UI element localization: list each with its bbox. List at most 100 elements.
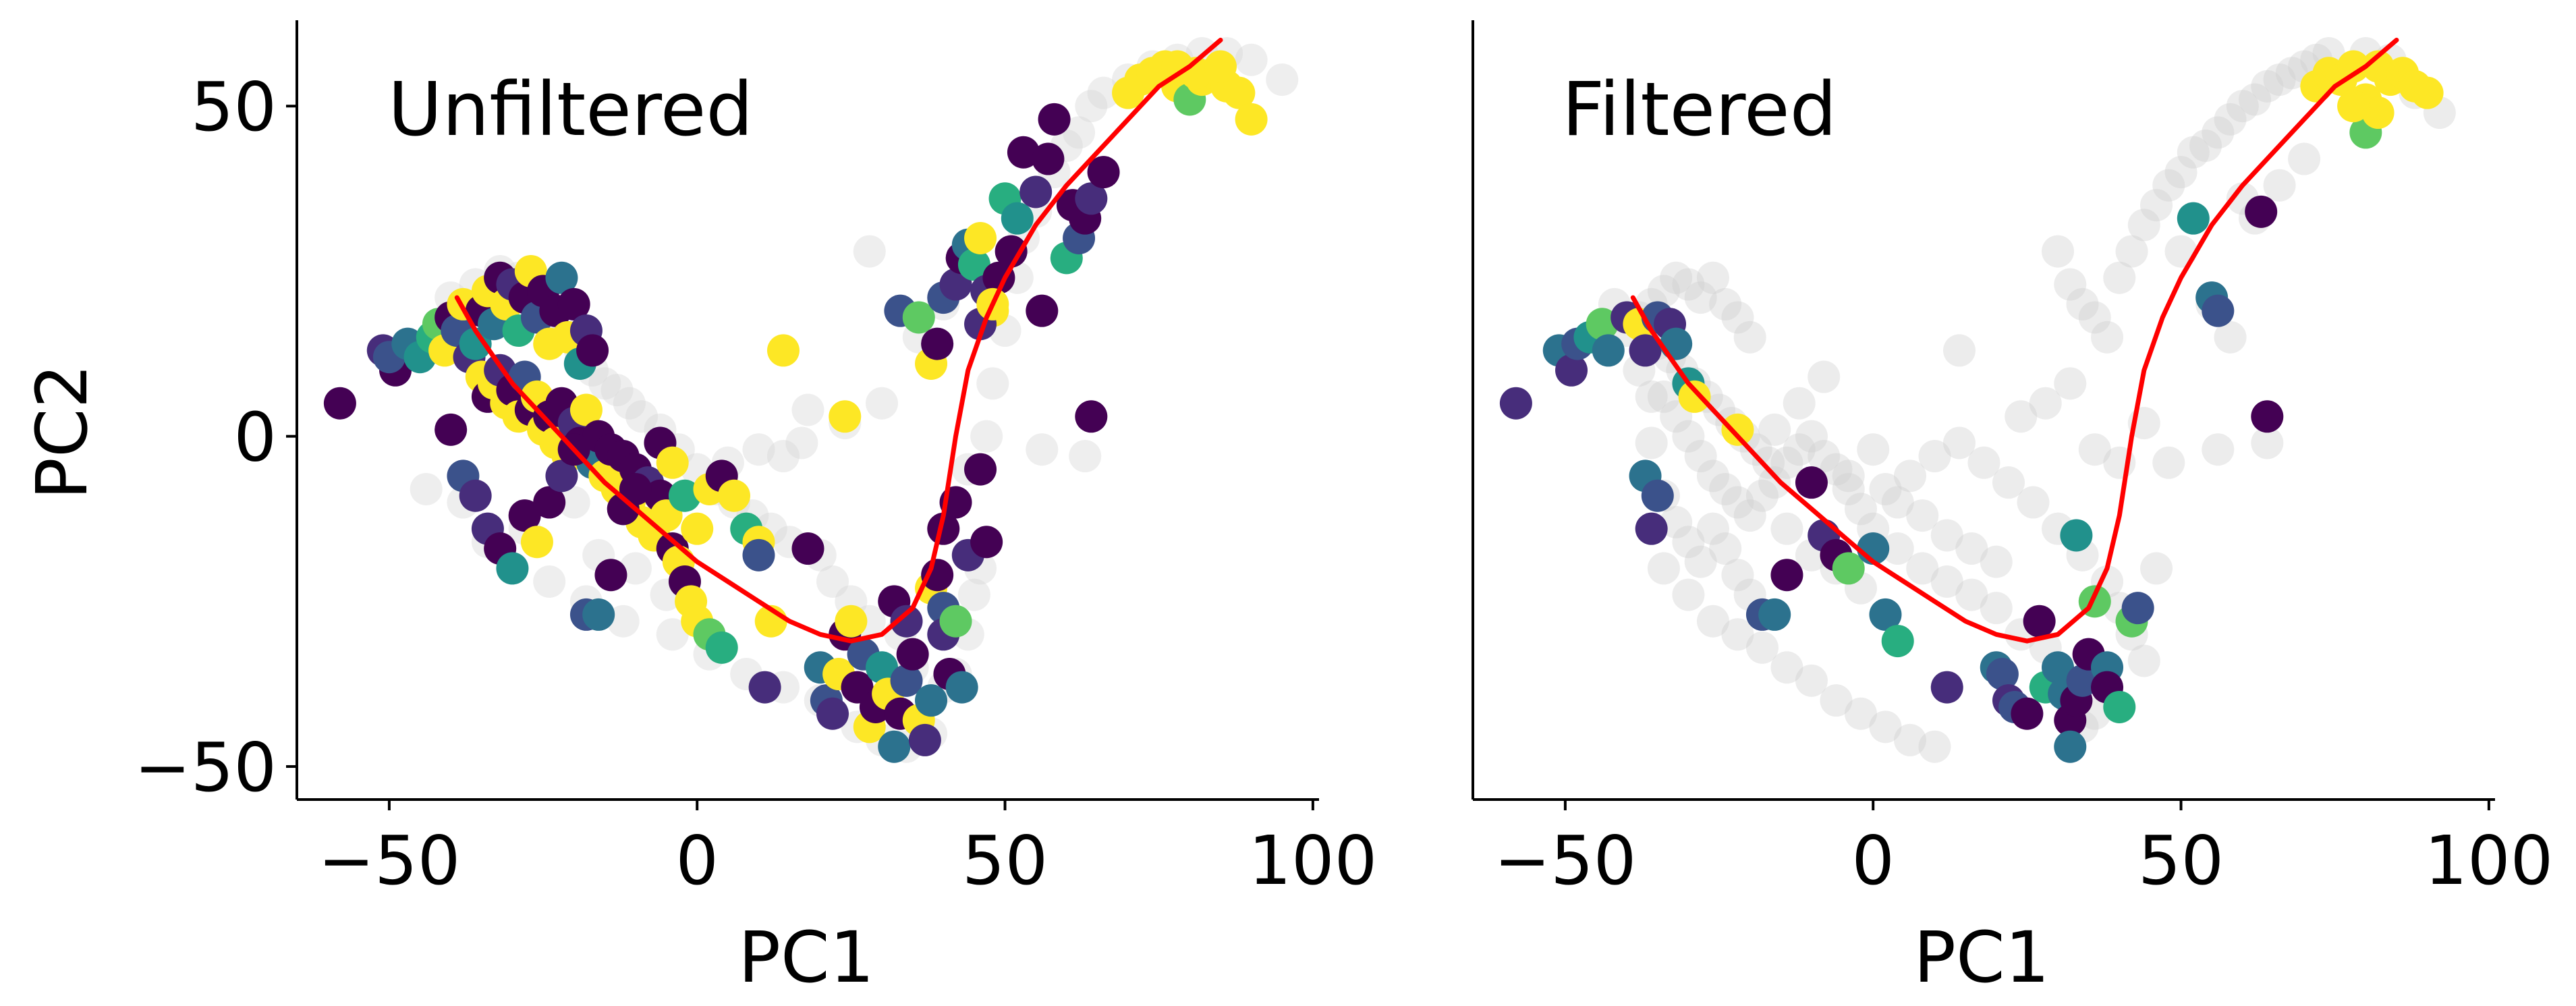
background-point (533, 565, 566, 598)
data-point (557, 287, 590, 320)
data-point (1832, 552, 1865, 585)
data-point (1204, 50, 1237, 83)
colored-points-layer (323, 50, 1268, 763)
background-point (2140, 189, 2173, 222)
background-point (2251, 69, 2284, 103)
background-point (1709, 287, 1742, 320)
background-point (2029, 387, 2062, 420)
data-point (1758, 598, 1791, 631)
background-point (1235, 43, 1268, 76)
data-point (816, 697, 849, 730)
x-tick-label: 100 (2424, 821, 2553, 900)
x-axis-label: PC1 (1913, 916, 2050, 999)
data-point (1930, 671, 1963, 704)
background-point (1808, 360, 1841, 393)
principal-curve (454, 37, 1223, 644)
background-point (1647, 552, 1680, 585)
data-point (1001, 202, 1034, 235)
data-point (717, 479, 750, 512)
data-point (1075, 400, 1108, 433)
background-point (2103, 261, 2136, 294)
data-point (1592, 334, 1625, 367)
background-point (2214, 320, 2247, 354)
data-point (908, 723, 941, 756)
background-point (1820, 453, 1853, 486)
x-tick-label: 0 (1851, 821, 1895, 900)
y-tick-label: 50 (191, 67, 277, 146)
background-point (1635, 380, 1668, 413)
background-point (557, 486, 590, 519)
background-point (1733, 320, 1766, 354)
colored-points-layer (1499, 50, 2444, 763)
background-point (2127, 644, 2160, 677)
data-point (995, 235, 1028, 268)
background-point (2054, 367, 2087, 400)
background-point (2263, 63, 2296, 96)
background-point (1832, 472, 1865, 505)
background-point (1684, 545, 1717, 578)
data-point (2103, 690, 2136, 723)
background-point (1696, 459, 1729, 493)
background-point (1918, 440, 1951, 473)
panel-filtered: −50 0 50 100 Filtered PC1 (1472, 20, 2553, 999)
background-point (853, 235, 886, 268)
data-point (2042, 651, 2075, 684)
background-point (1770, 446, 1803, 479)
data-point (957, 248, 990, 281)
background-point (588, 367, 621, 400)
background-point (2115, 235, 2148, 268)
background-point (625, 400, 659, 433)
data-point (2011, 697, 2044, 730)
data-point (970, 526, 1003, 559)
background-point (607, 605, 640, 638)
background-point (1647, 380, 1680, 413)
x-tick-label: 0 (675, 821, 719, 900)
axes-layer: −50 0 50 100 (1472, 20, 2553, 900)
background-point (410, 472, 443, 505)
background-point (1721, 486, 1754, 519)
background-point (613, 387, 646, 420)
data-point (459, 479, 492, 512)
background-point (1930, 565, 1963, 598)
data-point (2066, 664, 2099, 697)
x-axis-label: PC1 (738, 916, 874, 999)
axes-layer: −50 0 50 100 −50 0 50 (134, 20, 1377, 900)
background-point (2078, 301, 2111, 334)
background-point (1930, 519, 1963, 552)
panel-title: Filtered (1562, 66, 1837, 152)
background-point (2275, 57, 2308, 90)
data-point (1032, 142, 1065, 175)
background-point (1783, 387, 1816, 420)
data-point (496, 552, 529, 585)
data-point (878, 730, 911, 763)
data-point (1499, 387, 1532, 420)
data-point (1007, 136, 1040, 169)
data-point (569, 393, 603, 426)
data-point (705, 631, 738, 664)
data-point (1770, 559, 1803, 592)
panel-title: Unfiltered (388, 66, 753, 152)
data-point (1026, 294, 1059, 327)
y-tick-label: 0 (233, 398, 277, 477)
data-point (594, 559, 627, 592)
background-point (2164, 156, 2197, 189)
background-point (1893, 459, 1926, 493)
background-point (1745, 479, 1779, 512)
background-point (1721, 301, 1754, 334)
background-point (1955, 532, 1988, 565)
data-point (2202, 294, 2235, 327)
data-point (1660, 327, 1693, 360)
background-point (2251, 426, 2284, 459)
data-point (1869, 598, 1902, 631)
data-point (2411, 76, 2444, 109)
background-point (2042, 235, 2075, 268)
background-point (1844, 493, 1877, 526)
data-point (866, 651, 899, 684)
background-point (1893, 723, 1926, 756)
background-point (2066, 287, 2099, 320)
background-point (1721, 559, 1754, 592)
background-point (1696, 261, 1729, 294)
data-point (1721, 413, 1754, 446)
x-tick-label: 100 (1248, 821, 1377, 900)
